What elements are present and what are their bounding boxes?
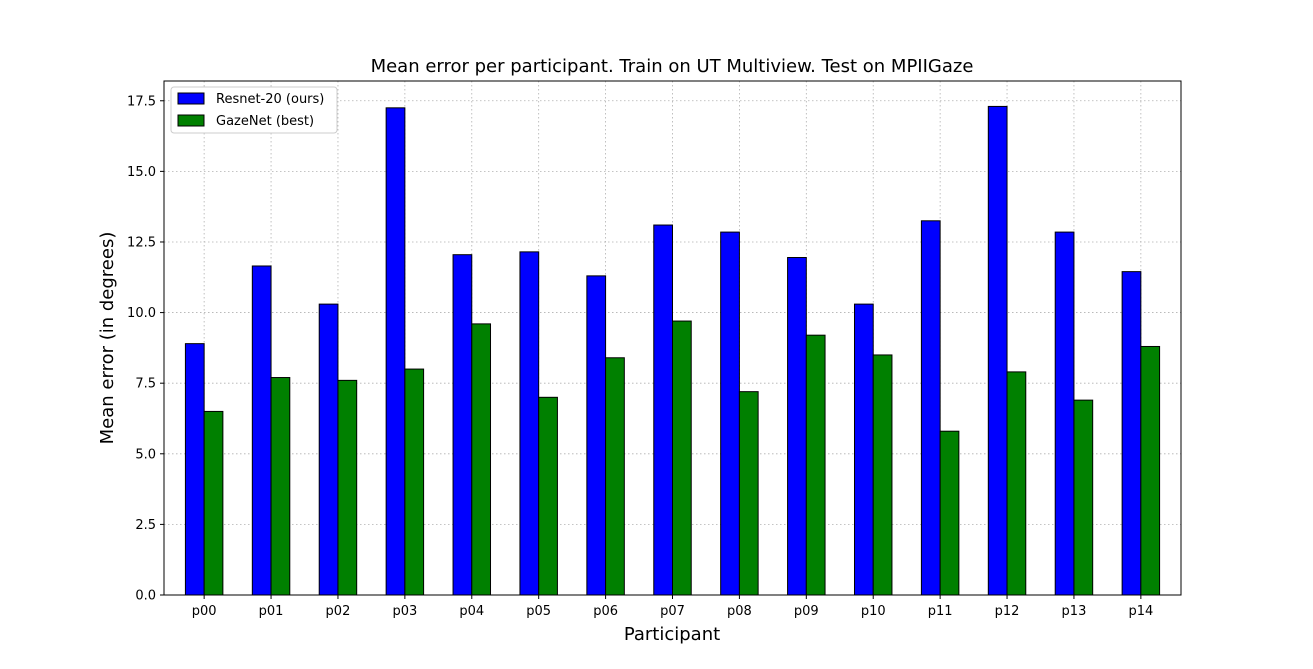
- y-tick-label: 5.0: [135, 447, 156, 462]
- bar-gazenet-p10: [872, 354, 893, 596]
- x-axis-label: Participant: [624, 624, 720, 645]
- x-tick-label: p04: [459, 604, 484, 619]
- legend-swatch-gazenet: [177, 114, 205, 127]
- bar-gazenet-p05: [538, 396, 558, 596]
- y-tick-label: 17.5: [127, 94, 156, 109]
- bar-resnet-p08: [720, 231, 740, 596]
- bar-gazenet-p04: [471, 323, 492, 596]
- bar-resnet-p00: [184, 343, 205, 596]
- x-axis-ticks: p00 p01 p02 p03 p04 p05 p06 p07 p08 p09 p10 p11 p12 p…: [192, 595, 1153, 619]
- x-tick-label: p08: [727, 604, 752, 619]
- x-tick-label: p03: [392, 604, 417, 619]
- x-tick-label: p07: [660, 604, 685, 619]
- bar-resnet-p02: [318, 303, 339, 596]
- x-tick-label: p13: [1062, 604, 1087, 619]
- legend: Resnet-20 (ours) GazeNet (best): [170, 86, 338, 134]
- bar-gazenet-p13: [1073, 399, 1094, 596]
- chart-title: Mean error per participant. Train on UT …: [371, 56, 974, 77]
- legend-label-gazenet: GazeNet (best): [216, 114, 314, 129]
- bars: [184, 105, 1161, 596]
- y-tick-label: 7.5: [135, 377, 156, 392]
- bar-resnet-p09: [787, 257, 807, 596]
- bar-gazenet-p11: [939, 430, 960, 596]
- bar-gazenet-p06: [605, 357, 625, 596]
- x-tick-label: p11: [928, 604, 953, 619]
- bar-gazenet-p01: [270, 377, 291, 596]
- y-tick-label: 0.0: [135, 589, 156, 604]
- x-tick-label: p00: [192, 604, 217, 619]
- bar-gazenet-p00: [203, 410, 224, 596]
- bar-resnet-p14: [1121, 271, 1142, 596]
- bar-resnet-p04: [452, 254, 473, 596]
- x-tick-label: p09: [794, 604, 819, 619]
- bar-gazenet-p02: [337, 379, 358, 596]
- bar-gazenet-p12: [1006, 371, 1027, 596]
- bar-resnet-p03: [385, 107, 406, 596]
- bar-gazenet-p14: [1140, 345, 1161, 596]
- bar-resnet-p05: [519, 251, 540, 596]
- bar-resnet-p01: [251, 265, 272, 596]
- x-tick-label: p05: [526, 604, 551, 619]
- bar-gazenet-p09: [805, 334, 826, 596]
- legend-label-resnet: Resnet-20 (ours): [216, 92, 324, 107]
- legend-swatch-resnet: [177, 92, 205, 105]
- y-tick-label: 12.5: [127, 235, 156, 250]
- y-axis-label: Mean error (in degrees): [97, 232, 118, 445]
- x-tick-label: p01: [259, 604, 284, 619]
- x-tick-label: p10: [861, 604, 886, 619]
- y-tick-label: 2.5: [135, 518, 156, 533]
- bar-gazenet-p03: [404, 368, 425, 596]
- bar-resnet-p13: [1054, 231, 1075, 596]
- y-axis-ticks: 0.0 2.5 5.0 7.5 10.0 12.5 15.0 17.5: [127, 94, 164, 604]
- y-tick-label: 15.0: [127, 165, 156, 180]
- bar-resnet-p10: [853, 303, 874, 596]
- bar-gazenet-p07: [672, 320, 692, 596]
- bar-resnet-p07: [653, 224, 674, 596]
- bar-resnet-p06: [586, 275, 607, 596]
- x-tick-label: p12: [995, 604, 1020, 619]
- bar-resnet-p11: [920, 220, 941, 596]
- x-tick-label: p06: [593, 604, 618, 619]
- x-tick-label: p02: [326, 604, 351, 619]
- x-tick-label: p14: [1128, 604, 1153, 619]
- bar-resnet-p12: [987, 105, 1008, 596]
- legend-box: [170, 86, 338, 134]
- y-tick-label: 10.0: [127, 306, 156, 321]
- bar-gazenet-p08: [738, 391, 759, 596]
